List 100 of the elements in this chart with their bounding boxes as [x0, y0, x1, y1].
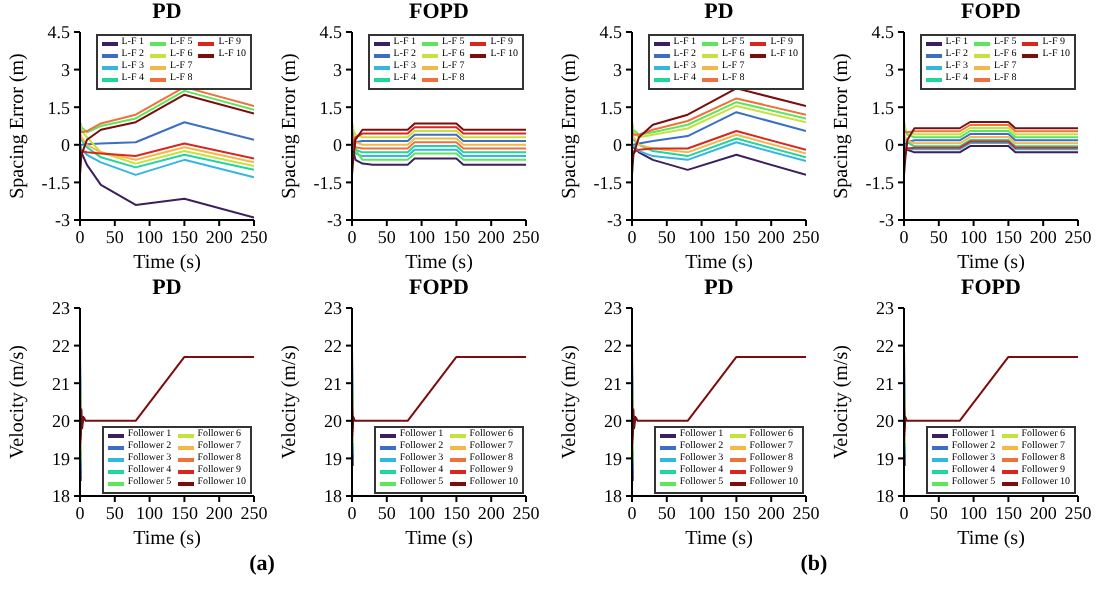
y-tick-label: 1.5 — [47, 97, 71, 118]
y-tick-label: 0 — [333, 135, 343, 156]
y-tick-label: 20 — [604, 411, 623, 432]
y-axis-title: Spacing Error (m) — [559, 53, 582, 199]
x-tick-label: 50 — [105, 226, 125, 247]
x-tick-label: 50 — [657, 502, 677, 523]
x-tick-label: 0 — [627, 226, 638, 247]
x-tick-label: 100 — [688, 502, 717, 523]
chart-title: PD — [702, 0, 736, 24]
x-tick-label: 100 — [688, 226, 717, 247]
y-axis-title: Spacing Error (m) — [831, 53, 854, 199]
y-tick-label: -3 — [879, 210, 895, 231]
y-tick-label: 19 — [52, 448, 71, 469]
chart-title: PD — [702, 276, 736, 300]
y-tick-label: -1.5 — [313, 172, 343, 193]
chart-title: FOPD — [959, 276, 1023, 300]
x-tick-label: 0 — [899, 502, 910, 523]
x-tick-label: 200 — [1029, 502, 1058, 523]
x-tick-label: 200 — [757, 226, 786, 247]
y-tick-label: 3 — [613, 59, 623, 80]
y-tick-label: 3 — [61, 59, 71, 80]
x-tick-label: 150 — [170, 502, 199, 523]
y-tick-label: 18 — [604, 486, 623, 507]
x-tick-label: 200 — [477, 226, 506, 247]
x-tick-label: 150 — [170, 226, 199, 247]
chart-title: PD — [150, 0, 184, 24]
x-tick-label: 150 — [442, 502, 471, 523]
y-tick-label: 1.5 — [319, 97, 343, 118]
x-tick-label: 0 — [347, 502, 358, 523]
y-axis-title: Velocity (m/s) — [559, 345, 582, 459]
y-tick-label: 0 — [885, 135, 895, 156]
x-tick-label: 200 — [1029, 226, 1058, 247]
x-tick-label: 100 — [408, 226, 437, 247]
x-tick-label: 50 — [105, 502, 125, 523]
x-axis-title: Time (s) — [405, 528, 473, 550]
y-tick-label: 0 — [61, 135, 71, 156]
x-tick-label: 0 — [899, 226, 910, 247]
x-tick-label: 150 — [442, 226, 471, 247]
x-axis-title: Time (s) — [685, 528, 753, 550]
x-tick-label: 250 — [792, 226, 821, 247]
x-tick-label: 100 — [960, 226, 989, 247]
y-tick-label: 22 — [324, 335, 342, 356]
x-tick-label: 50 — [377, 226, 397, 247]
y-tick-label: 3 — [333, 59, 343, 80]
y-tick-label: 21 — [52, 373, 70, 394]
y-tick-label: 4.5 — [47, 22, 71, 43]
x-tick-label: 50 — [929, 226, 949, 247]
y-axis-title: Velocity (m/s) — [279, 345, 302, 459]
x-tick-label: 100 — [960, 502, 989, 523]
y-tick-label: 22 — [876, 335, 894, 356]
y-tick-label: -1.5 — [865, 172, 895, 193]
y-tick-label: 18 — [324, 486, 343, 507]
x-axis-title: Time (s) — [133, 528, 201, 550]
text: (b) — [798, 552, 830, 576]
y-tick-label: -3 — [55, 210, 71, 231]
y-tick-label: 0 — [613, 135, 623, 156]
y-axis-title: Velocity (m/s) — [831, 345, 854, 459]
y-tick-label: 22 — [604, 335, 622, 356]
y-axis-title: Spacing Error (m) — [7, 53, 30, 199]
y-tick-label: 19 — [604, 448, 623, 469]
text: (a) — [247, 552, 277, 576]
y-tick-label: -1.5 — [41, 172, 71, 193]
y-tick-label: 20 — [876, 411, 895, 432]
y-tick-label: 23 — [52, 298, 71, 319]
y-tick-label: 22 — [52, 335, 70, 356]
y-tick-label: 4.5 — [319, 22, 343, 43]
x-tick-label: 250 — [792, 502, 821, 523]
x-tick-label: 50 — [377, 502, 397, 523]
x-tick-label: 0 — [75, 502, 86, 523]
y-tick-label: 20 — [324, 411, 343, 432]
x-tick-label: 250 — [240, 502, 269, 523]
y-tick-label: 18 — [876, 486, 895, 507]
chart-title: FOPD — [407, 0, 471, 24]
x-axis-title: Time (s) — [685, 252, 753, 274]
y-tick-label: 23 — [324, 298, 343, 319]
x-tick-label: 200 — [205, 226, 234, 247]
y-tick-label: -3 — [327, 210, 343, 231]
x-axis-title: Time (s) — [957, 528, 1025, 550]
x-tick-label: 150 — [722, 502, 751, 523]
chart-title: PD — [150, 276, 184, 300]
chart-title: FOPD — [959, 0, 1023, 24]
x-tick-label: 50 — [657, 226, 677, 247]
y-tick-label: 1.5 — [599, 97, 623, 118]
y-tick-label: 1.5 — [871, 97, 895, 118]
y-tick-label: -1.5 — [593, 172, 623, 193]
x-tick-label: 250 — [1064, 226, 1093, 247]
x-tick-label: 0 — [347, 226, 358, 247]
x-tick-label: 0 — [75, 226, 86, 247]
y-tick-label: 20 — [52, 411, 71, 432]
x-tick-label: 100 — [136, 502, 165, 523]
x-tick-label: 100 — [136, 226, 165, 247]
x-tick-label: 150 — [722, 226, 751, 247]
y-tick-label: 18 — [52, 486, 71, 507]
x-tick-label: 50 — [929, 502, 949, 523]
y-tick-label: 19 — [324, 448, 343, 469]
y-axis-title: Velocity (m/s) — [7, 345, 30, 459]
x-tick-label: 150 — [994, 502, 1023, 523]
x-tick-label: 250 — [240, 226, 269, 247]
y-tick-label: 23 — [604, 298, 623, 319]
y-tick-label: -3 — [607, 210, 623, 231]
